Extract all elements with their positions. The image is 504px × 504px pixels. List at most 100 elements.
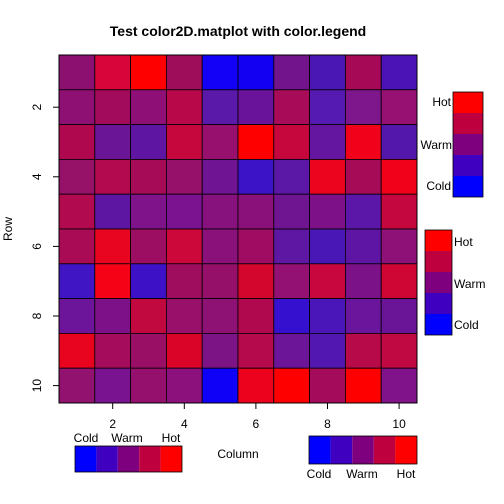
color-legend: Hot Warm Cold (424, 229, 486, 336)
heatmap-cell (380, 193, 418, 230)
heatmap-cell (130, 263, 167, 299)
heatmap-cell (309, 298, 346, 334)
legend-label: Cold (454, 318, 479, 332)
heatmap-cell (309, 367, 346, 404)
y-tick-label: 4 (30, 173, 44, 180)
legend-swatch (425, 314, 452, 335)
heatmap-cell (380, 89, 418, 126)
legend-label: Warm (420, 138, 452, 152)
heatmap-cell (58, 89, 96, 126)
heatmap-cell (94, 298, 132, 334)
heatmap-cell (380, 228, 418, 265)
heatmap-cell (201, 158, 239, 195)
heatmap-cell (237, 54, 275, 91)
heatmap-cell (273, 228, 310, 265)
legend-swatch (453, 92, 483, 113)
heatmap-cell (309, 54, 346, 91)
heatmap-cell (237, 332, 275, 369)
heatmap-cell (94, 367, 132, 404)
heatmap-cell (273, 124, 310, 160)
heatmap-cell (201, 367, 239, 404)
heatmap-cell (165, 228, 203, 265)
legend-swatch (309, 436, 331, 464)
heatmap-cell (309, 332, 346, 369)
x-tick-label: 8 (324, 417, 331, 431)
y-tick-label: 2 (30, 104, 44, 111)
y-axis: 2 4 6 8 10 (30, 104, 60, 393)
legend-label: Cold (74, 431, 99, 445)
heatmap-cell (237, 124, 275, 160)
heatmap-cell (237, 158, 275, 195)
heatmap-cell (273, 158, 310, 195)
color-legends: Hot Warm Cold Hot Warm Cold Cold Warm Hot Cold War… (74, 91, 486, 481)
heatmap-cell (58, 228, 96, 265)
heatmap-cell (344, 193, 382, 230)
color-legend: Cold Warm Hot (74, 431, 183, 473)
legend-frame (424, 229, 453, 336)
heatmap-cell (237, 367, 275, 404)
heatmap-cell (130, 298, 167, 334)
x-tick-label: 10 (392, 417, 406, 431)
heatmap-cell (309, 89, 346, 126)
heatmap-cell (165, 124, 203, 160)
legend-label: Warm (454, 277, 486, 291)
heatmap-cell (309, 193, 346, 230)
color-legend: Hot Warm Cold (420, 91, 484, 198)
legend-swatch (160, 446, 182, 472)
legend-swatch (425, 230, 452, 251)
legend-swatch (75, 446, 97, 472)
color-legend: Cold Warm Hot (307, 435, 418, 481)
heatmap-cell (344, 332, 382, 369)
heatmap-cell (58, 124, 96, 160)
heatmap-cell (165, 332, 203, 369)
heatmap-cell (380, 298, 418, 334)
legend-swatch (117, 446, 140, 472)
legend-swatch (453, 155, 483, 176)
heatmap-cell (380, 124, 418, 160)
heatmap-cell (130, 367, 167, 404)
heatmap-cell (201, 89, 239, 126)
heatmap-cell (130, 89, 167, 126)
heatmap-cells (58, 54, 418, 404)
legend-label: Warm (346, 467, 378, 481)
legend-frame (74, 445, 183, 473)
heatmap-cell (94, 158, 132, 195)
heatmap-cell (273, 263, 310, 299)
legend-swatch (425, 272, 452, 293)
y-tick-label: 8 (30, 312, 44, 319)
heatmap-cell (344, 89, 382, 126)
heatmap-cell (94, 124, 132, 160)
chart-title: Test color2D.matplot with color.legend (110, 23, 366, 39)
heatmap-cell (94, 193, 132, 230)
heatmap-cell (94, 89, 132, 126)
legend-swatch (395, 436, 417, 464)
heatmap-cell (237, 228, 275, 265)
heatmap-cell (94, 332, 132, 369)
heatmap-cell (58, 332, 96, 369)
legend-label: Cold (307, 467, 332, 481)
heatmap-cell (201, 332, 239, 369)
y-tick-label: 6 (30, 243, 44, 250)
legend-swatch (139, 446, 161, 472)
legend-frame (452, 91, 484, 198)
heatmap-cell (344, 367, 382, 404)
y-tick-label: 10 (30, 379, 44, 393)
heatmap-cell (130, 332, 167, 369)
heatmap-cell (201, 193, 239, 230)
heatmap-cell (201, 54, 239, 91)
legend-swatch (373, 436, 396, 464)
legend-swatch (96, 446, 118, 472)
heatmap-cell (273, 367, 310, 404)
heatmap-cell (237, 89, 275, 126)
heatmap-cell (58, 263, 96, 299)
heatmap-cell (344, 124, 382, 160)
heatmap-cell (273, 298, 310, 334)
heatmap-cell (237, 263, 275, 299)
heatmap-cell (237, 193, 275, 230)
heatmap-cell (94, 263, 132, 299)
legend-label: Hot (397, 467, 416, 481)
heatmap-cell (344, 298, 382, 334)
heatmap-cell (165, 54, 203, 91)
heatmap-cell (130, 54, 167, 91)
